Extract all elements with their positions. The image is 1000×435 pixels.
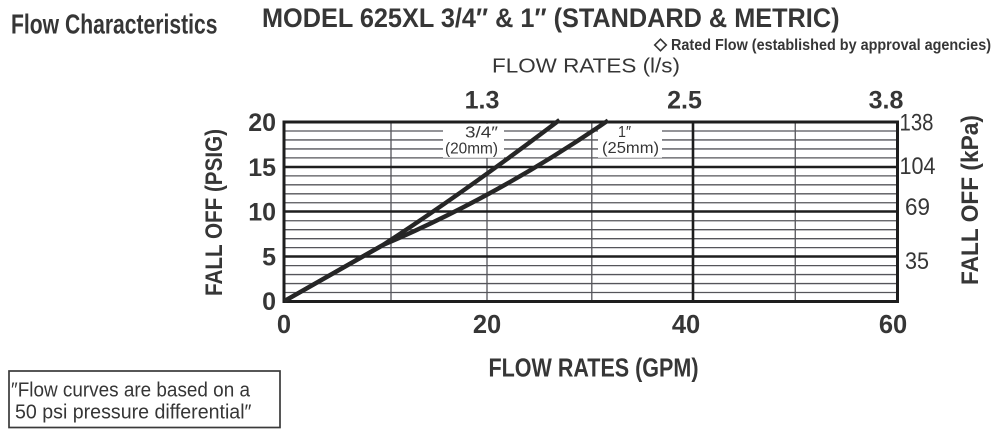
svg-text:FLOW RATES (GPM): FLOW RATES (GPM) (489, 353, 699, 383)
svg-text:35: 35 (905, 248, 929, 275)
svg-text:″Flow curves are based on a: ″Flow curves are based on a (11, 379, 251, 402)
svg-text:50 psi pressure differential″: 50 psi pressure differential″ (15, 401, 252, 424)
svg-text:Rated Flow (established by app: Rated Flow (established by approval agen… (671, 37, 991, 54)
svg-text:40: 40 (672, 311, 700, 339)
svg-text:15: 15 (248, 154, 276, 182)
svg-text:5: 5 (262, 244, 276, 272)
svg-text:(20mm): (20mm) (445, 141, 498, 158)
svg-text:104: 104 (900, 153, 936, 180)
svg-text:20: 20 (473, 311, 501, 339)
svg-text:10: 10 (248, 199, 276, 227)
svg-text:2.5: 2.5 (667, 87, 702, 115)
svg-text:FALL OFF (kPa): FALL OFF (kPa) (957, 115, 984, 285)
svg-text:3/4″: 3/4″ (465, 125, 498, 142)
svg-text:138: 138 (900, 110, 934, 137)
svg-text:Flow Characteristics: Flow Characteristics (11, 8, 218, 39)
svg-text:(25mm): (25mm) (602, 140, 659, 157)
svg-text:FALL OFF (PSIG): FALL OFF (PSIG) (201, 129, 228, 296)
svg-text:20: 20 (248, 109, 276, 137)
svg-text:3.8: 3.8 (869, 87, 904, 115)
svg-text:69: 69 (905, 194, 930, 221)
svg-text:1″: 1″ (618, 124, 631, 141)
svg-text:FLOW RATES (l/s): FLOW RATES (l/s) (492, 55, 680, 78)
svg-text:MODEL 625XL 3/4″ & 1″ (STANDAR: MODEL 625XL 3/4″ & 1″ (STANDARD & METRIC… (262, 3, 840, 33)
svg-text:0: 0 (262, 288, 276, 316)
svg-text:60: 60 (879, 311, 907, 339)
svg-text:0: 0 (277, 311, 291, 339)
svg-text:1.3: 1.3 (465, 87, 500, 115)
